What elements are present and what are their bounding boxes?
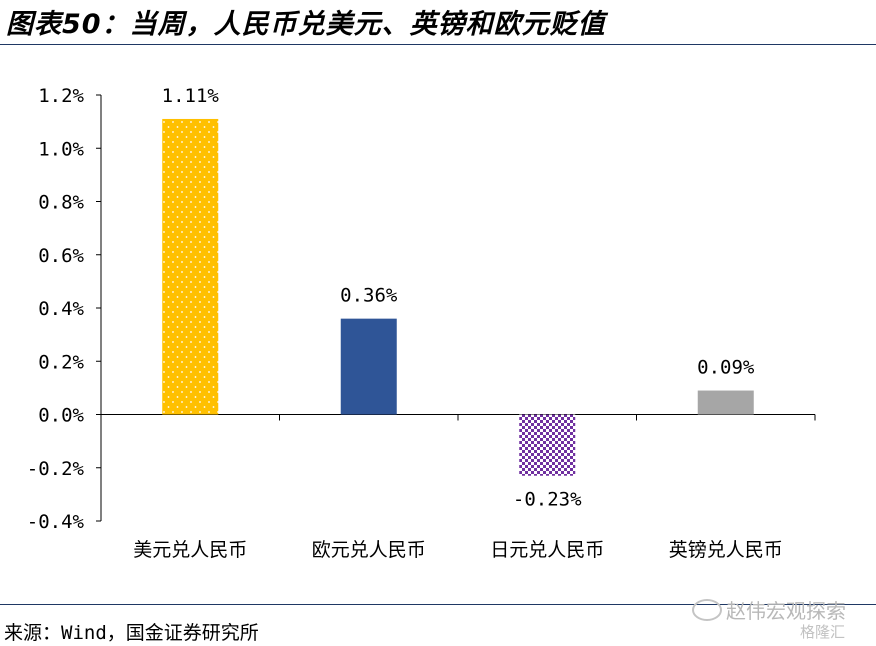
data-label: -0.23% bbox=[513, 489, 582, 511]
y-tick-label: 1.2% bbox=[38, 85, 84, 107]
data-label: 1.11% bbox=[162, 85, 220, 107]
data-label: 0.09% bbox=[697, 357, 755, 379]
data-label: 0.36% bbox=[340, 285, 398, 307]
x-category-label: 欧元兑人民币 bbox=[312, 539, 426, 561]
wechat-icon bbox=[692, 598, 722, 621]
y-tick-label: 0.6% bbox=[38, 245, 84, 267]
y-tick-label: 1.0% bbox=[38, 138, 84, 160]
bar bbox=[519, 414, 576, 476]
watermark-text: 赵伟宏观探索 bbox=[726, 599, 846, 623]
bar bbox=[697, 390, 754, 415]
footer-rule bbox=[0, 604, 876, 605]
title-rule bbox=[0, 44, 876, 45]
bar bbox=[340, 318, 397, 415]
bar bbox=[162, 118, 219, 415]
x-category-label: 日元兑人民币 bbox=[490, 539, 604, 561]
x-category-label: 英镑兑人民币 bbox=[669, 539, 783, 561]
y-tick-label: 0.2% bbox=[38, 351, 84, 373]
watermark-sub: 格隆汇 bbox=[800, 623, 846, 641]
y-tick-label: 0.4% bbox=[38, 298, 84, 320]
watermark: 赵伟宏观探索 bbox=[692, 595, 846, 624]
figure-title: 图表50：当周，人民币兑美元、英镑和欧元贬值 bbox=[6, 9, 606, 40]
y-tick-label: -0.4% bbox=[27, 511, 85, 533]
x-category-label: 美元兑人民币 bbox=[133, 539, 247, 561]
y-tick-label: -0.2% bbox=[27, 458, 85, 480]
source-note: 来源：Wind，国金证券研究所 bbox=[4, 622, 259, 644]
y-tick-label: 0.0% bbox=[38, 405, 84, 427]
y-tick-label: 0.8% bbox=[38, 192, 84, 214]
